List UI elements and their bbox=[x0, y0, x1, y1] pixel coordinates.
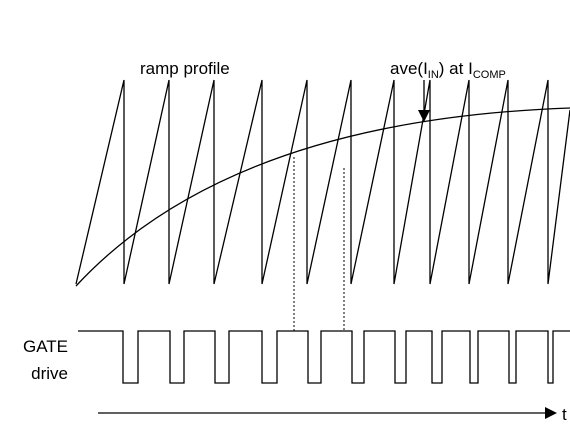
drive-label: drive bbox=[31, 364, 68, 383]
ramp-sawtooth bbox=[75, 79, 570, 285]
time-label: t bbox=[562, 405, 567, 424]
gate-drive-waveform bbox=[78, 330, 570, 384]
ramp-profile-label: ramp profile bbox=[140, 59, 230, 78]
pointer-arrow-head bbox=[418, 110, 430, 122]
time-axis-arrowhead bbox=[545, 407, 557, 419]
ave-current-curve bbox=[75, 107, 570, 287]
gate-label: GATE bbox=[23, 337, 68, 356]
ave-current-label: ave(IIN) at ICOMP bbox=[390, 59, 506, 81]
ramp-profile bbox=[75, 79, 570, 285]
